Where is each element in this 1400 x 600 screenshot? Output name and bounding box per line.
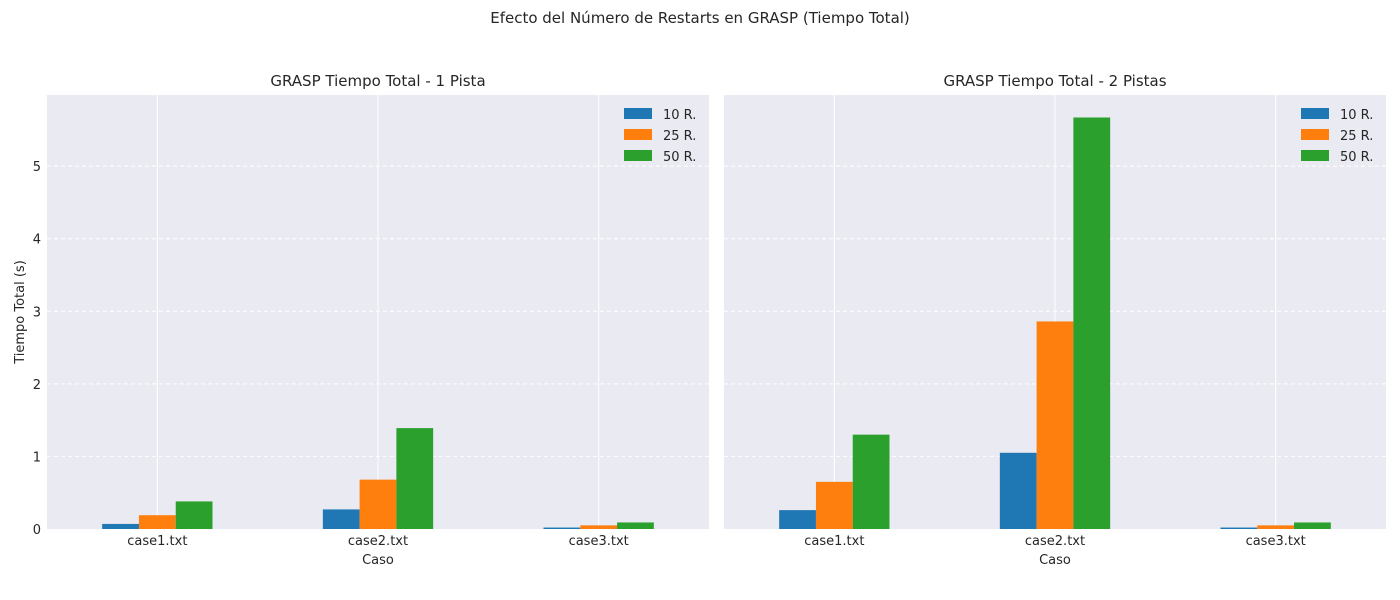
chart-title: GRASP Tiempo Total - 2 Pistas — [943, 72, 1166, 90]
bar-50r-case1 — [852, 434, 890, 529]
legend-label: 25 R. — [1340, 129, 1373, 144]
legend-label: 10 R. — [1340, 108, 1373, 123]
chart-title: GRASP Tiempo Total - 1 Pista — [270, 72, 485, 90]
legend-swatch — [1301, 108, 1329, 119]
chart-panel-2: case1.txt case2.txt case3.txt Caso GRASP Tie… — [724, 72, 1386, 568]
legend-label: 50 R. — [1340, 150, 1373, 165]
y-tick-label: 3 — [33, 305, 41, 320]
x-tick-label: case1.txt — [804, 534, 864, 549]
x-tick-label: case2.txt — [1025, 534, 1085, 549]
y-tick-label: 2 — [33, 378, 41, 393]
bar-50r-case1 — [175, 501, 213, 529]
legend-label: 10 R. — [663, 108, 696, 123]
bar-10r-case3 — [543, 527, 581, 529]
x-tick-label: case1.txt — [127, 534, 187, 549]
bar-25r-case1 — [815, 481, 853, 529]
bar-25r-case3 — [580, 525, 618, 529]
legend-label: 25 R. — [663, 129, 696, 144]
bar-50r-case3 — [1294, 522, 1331, 529]
figure-title: Efecto del Número de Restarts en GRASP (… — [490, 9, 910, 27]
x-tick-label: case2.txt — [348, 534, 408, 549]
bar-50r-case2 — [1073, 117, 1111, 530]
legend-swatch — [1301, 150, 1329, 161]
x-axis-label: Caso — [362, 553, 394, 568]
chart-panel-1: 0 1 2 3 4 5 case1.txt case2.txt case3.txt Caso Tie… — [13, 72, 709, 568]
x-tick-label: case3.txt — [1246, 534, 1306, 549]
x-axis-label: Caso — [1039, 553, 1071, 568]
bar-10r-case3 — [1220, 527, 1258, 529]
bar-50r-case3 — [617, 522, 654, 529]
legend-swatch — [624, 108, 652, 119]
legend-swatch — [624, 150, 652, 161]
y-axis-label: Tiempo Total (s) — [13, 260, 28, 365]
bar-25r-case2 — [1036, 321, 1074, 529]
y-tick-label: 4 — [33, 233, 41, 248]
bar-25r-case1 — [138, 515, 176, 529]
x-tick-label: case3.txt — [569, 534, 629, 549]
y-tick-label: 0 — [33, 523, 41, 538]
legend: 10 R. 25 R. 50 R. — [624, 108, 696, 165]
bar-50r-case2 — [396, 428, 434, 529]
bar-10r-case1 — [779, 510, 816, 529]
legend-swatch — [624, 129, 652, 140]
y-tick-label: 5 — [33, 160, 41, 175]
legend: 10 R. 25 R. 50 R. — [1301, 108, 1373, 165]
bar-25r-case2 — [359, 479, 397, 529]
y-tick-label: 1 — [33, 450, 41, 465]
bar-10r-case1 — [102, 523, 139, 529]
legend-swatch — [1301, 129, 1329, 140]
bar-10r-case2 — [322, 509, 360, 529]
bar-10r-case2 — [999, 452, 1037, 529]
bar-25r-case3 — [1257, 525, 1295, 529]
legend-label: 50 R. — [663, 150, 696, 165]
